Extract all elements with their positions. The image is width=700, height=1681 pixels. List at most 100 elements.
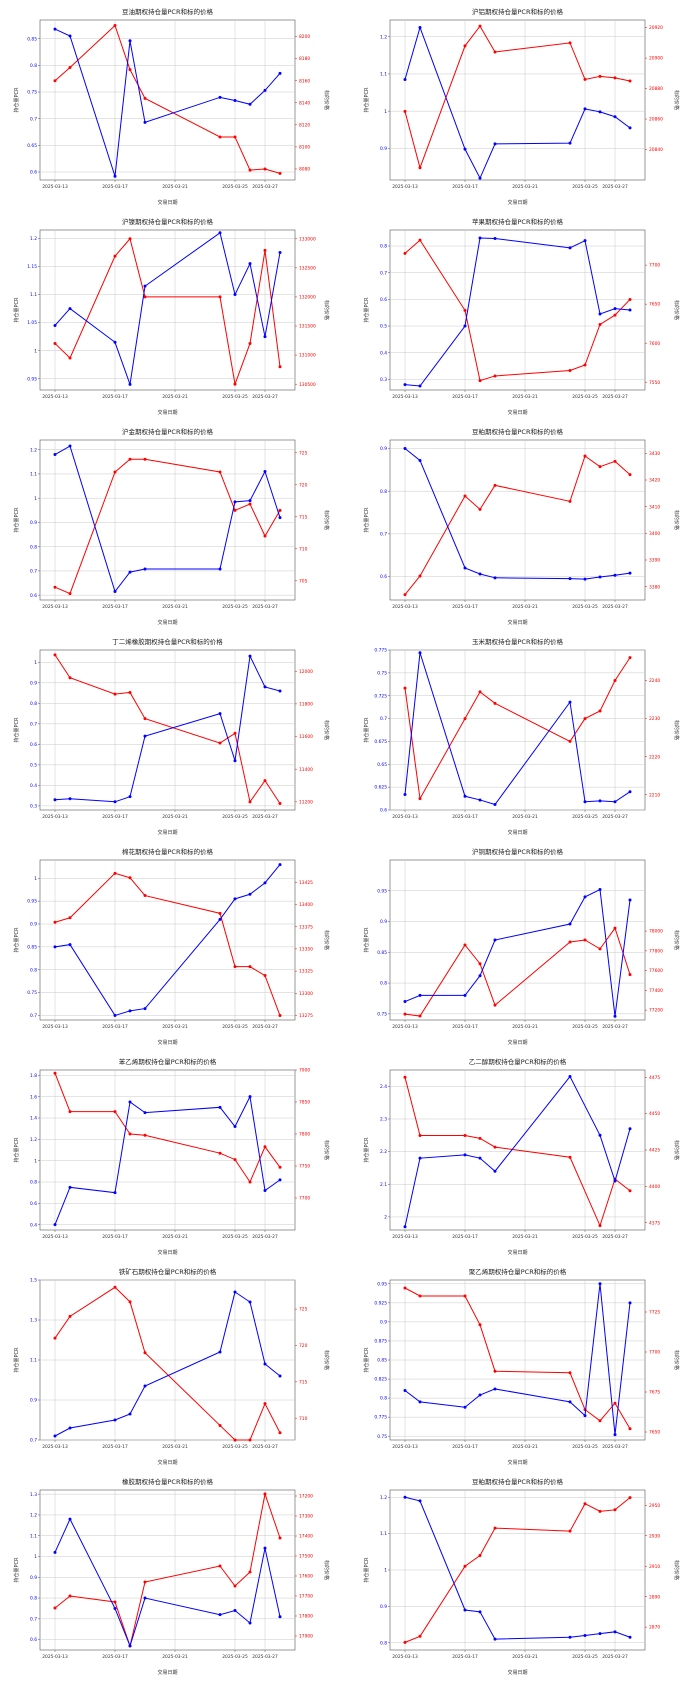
y-left-tick-label: 1.1 <box>30 1358 37 1364</box>
x-tick-label: 2025-03-25 <box>572 184 598 190</box>
pcr-point <box>493 576 497 580</box>
y-right-tick-label: 131000 <box>299 353 316 359</box>
x-tick-label: 2025-03-17 <box>102 394 128 400</box>
y-left-tick-label: 0.75 <box>27 90 37 96</box>
x-tick-label: 2025-03-25 <box>222 1654 248 1660</box>
y-left-tick-label: 1.5 <box>30 1278 37 1284</box>
y-left-tick-label: 1.1 <box>30 472 37 478</box>
y-left-tick-label: 0.9 <box>30 922 37 928</box>
x-tick-label: 2025-03-21 <box>162 1024 188 1030</box>
y-left-tick-label: 0.9 <box>380 919 387 925</box>
x-tick-label: 2025-03-13 <box>392 1024 418 1030</box>
x-tick-label: 2025-03-13 <box>42 1444 68 1450</box>
y-right-tick-label: 17800 <box>299 1614 313 1620</box>
pcr-point <box>218 231 222 235</box>
y-right-tick-label: 17500 <box>299 1554 313 1560</box>
y-right-tick-label: 3380 <box>649 584 660 590</box>
chart-panel: 豆粕期权持仓量PCR和标的价格 2025-03-13 2025-03-17 2025-… <box>350 420 700 630</box>
price-point <box>493 483 497 487</box>
y-right-tick-label: 4375 <box>649 1220 660 1226</box>
price-line <box>54 1492 281 1648</box>
x-axis-label: 交易日期 <box>157 199 177 206</box>
pcr-point <box>583 577 587 581</box>
pcr-point <box>68 943 72 947</box>
x-tick-label: 2025-03-21 <box>162 814 188 820</box>
pcr-point <box>68 797 72 801</box>
x-tick-label: 2025-03-21 <box>512 814 538 820</box>
price-point <box>233 135 237 139</box>
pcr-point <box>233 1290 237 1294</box>
chart-svg: 玉米期权持仓量PCR和标的价格 2025-03-13 2025-03-17 2025-… <box>363 637 680 836</box>
price-point <box>463 44 467 48</box>
y-right-tick-label: 8160 <box>299 78 310 84</box>
price-point <box>418 1014 422 1018</box>
pcr-point <box>418 384 422 388</box>
price-point <box>263 1492 267 1496</box>
y-right-tick-label: 725 <box>299 1307 308 1313</box>
price-point <box>278 1165 282 1169</box>
x-tick-label: 2025-03-21 <box>162 1444 188 1450</box>
y-left-tick-label: 0.7 <box>30 1438 37 1444</box>
price-point <box>233 382 237 386</box>
y-left-tick-label: 0.6 <box>30 742 37 748</box>
price-point <box>463 1133 467 1137</box>
chart-panel: 苯乙烯期权持仓量PCR和标的价格 2025-03-13 2025-03-17 2025… <box>0 1050 350 1260</box>
pcr-point <box>113 1191 117 1195</box>
y-right-tick-label: 11800 <box>299 701 313 707</box>
y-right-tick-label: 7750 <box>299 1164 310 1170</box>
pcr-point <box>113 1013 117 1017</box>
price-point <box>403 251 407 255</box>
price-point <box>68 1110 72 1114</box>
price-point <box>478 379 482 383</box>
price-line <box>54 1286 281 1441</box>
price-point <box>113 470 117 474</box>
pcr-point <box>248 102 252 106</box>
x-axis-label: 交易日期 <box>507 1669 527 1676</box>
y-left-axis-label: 持仓量PCR <box>363 1137 370 1163</box>
y-left-tick-label: 0.9 <box>30 1398 37 1404</box>
chart-svg: 铁矿石期权持仓量PCR和标的价格 2025-03-13 2025-03-17 2025… <box>13 1267 330 1466</box>
y-right-tick-label: 132500 <box>299 265 316 271</box>
x-tick-label: 2025-03-25 <box>572 604 598 610</box>
y-right-axis-label: 标的价格 <box>323 300 330 320</box>
pcr-point <box>143 1384 147 1388</box>
pcr-point <box>478 1393 482 1397</box>
pcr-point <box>403 447 407 451</box>
price-point <box>248 1570 252 1574</box>
y-left-tick-label: 2 <box>384 1215 387 1221</box>
pcr-point <box>233 1609 237 1613</box>
chart-title: 聚乙烯期权持仓量PCR和标的价格 <box>469 1267 567 1276</box>
x-axis-label: 交易日期 <box>507 1249 527 1256</box>
chart-title: 沪铜期权持仓量PCR和标的价格 <box>472 847 563 856</box>
y-right-tick-label: 3400 <box>649 531 660 537</box>
y-left-axis-label: 持仓量PCR <box>13 297 20 323</box>
chart-panel: 乙二醇期权持仓量PCR和标的价格 2025-03-13 2025-03-17 2025… <box>350 1050 700 1260</box>
pcr-point <box>478 176 482 180</box>
x-axis-label: 交易日期 <box>507 409 527 416</box>
y-left-tick-label: 0.7 <box>380 531 387 537</box>
price-line <box>54 1073 281 1184</box>
y-left-tick-label: 1.1 <box>380 72 387 78</box>
price-point <box>248 502 252 506</box>
pcr-point <box>233 500 237 504</box>
x-tick-label: 2025-03-27 <box>252 184 278 190</box>
pcr-point <box>418 1400 422 1404</box>
y-right-axis-label: 标的价格 <box>323 720 330 740</box>
price-point <box>598 1509 602 1513</box>
pcr-line <box>404 25 631 180</box>
chart-svg: 沪铜期权持仓量PCR和标的价格 2025-03-13 2025-03-17 2025-… <box>363 847 680 1046</box>
pcr-point <box>248 1621 252 1625</box>
chart-svg: 豆粕期权持仓量PCR和标的价格 2025-03-13 2025-03-17 2025-… <box>363 1477 680 1676</box>
chart-title: 橡胶期权持仓量PCR和标的价格 <box>122 1477 213 1486</box>
y-left-tick-label: 0.9 <box>380 146 387 152</box>
pcr-point <box>68 1185 72 1189</box>
price-point <box>628 473 632 477</box>
pcr-point <box>233 99 237 103</box>
y-left-tick-label: 0.8 <box>380 1640 387 1646</box>
pcr-point <box>128 570 132 574</box>
x-tick-label: 2025-03-21 <box>512 1024 538 1030</box>
x-tick-label: 2025-03-25 <box>222 184 248 190</box>
price-point <box>68 356 72 360</box>
price-point <box>53 585 57 589</box>
price-point <box>418 166 422 170</box>
